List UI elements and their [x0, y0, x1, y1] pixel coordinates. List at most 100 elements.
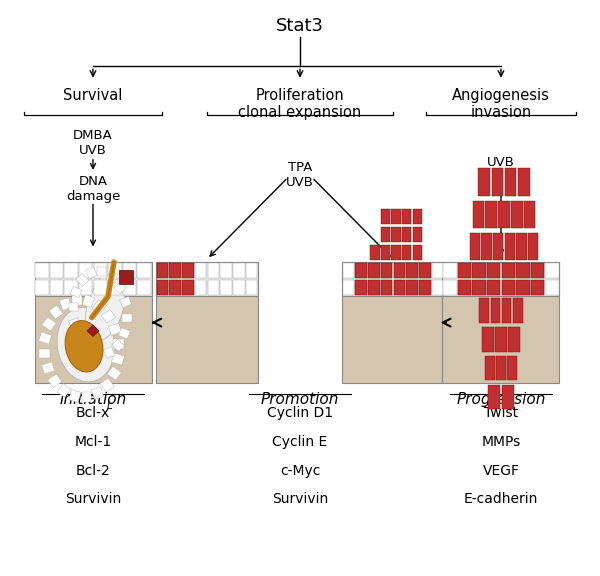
Bar	[100, 378, 114, 392]
Bar	[137, 280, 151, 295]
Bar	[524, 200, 535, 228]
Bar	[487, 280, 500, 295]
Bar	[97, 267, 106, 276]
Bar	[370, 245, 380, 260]
Bar	[394, 263, 405, 278]
Bar	[502, 263, 515, 278]
Bar	[478, 168, 490, 196]
Bar	[91, 387, 104, 400]
Text: Initiation: Initiation	[59, 392, 127, 407]
Bar	[507, 356, 517, 380]
Bar	[391, 227, 401, 242]
Bar	[106, 271, 118, 283]
Bar	[118, 328, 130, 339]
Bar	[47, 374, 62, 388]
Bar	[505, 168, 517, 196]
Bar	[496, 327, 506, 351]
Bar	[381, 263, 392, 278]
Ellipse shape	[57, 307, 115, 382]
Bar	[112, 353, 125, 365]
Bar	[402, 227, 412, 242]
Bar	[94, 263, 107, 278]
Bar	[94, 280, 107, 295]
Bar	[42, 317, 56, 331]
Bar	[40, 348, 50, 358]
Bar	[342, 262, 444, 296]
Bar	[59, 298, 72, 310]
Text: Bcl-2: Bcl-2	[76, 464, 110, 478]
Bar	[101, 309, 116, 323]
Bar	[380, 245, 390, 260]
Bar	[35, 262, 151, 383]
Bar	[394, 280, 405, 295]
Bar	[35, 262, 151, 296]
Bar	[169, 263, 181, 278]
Bar	[380, 227, 390, 242]
Bar	[208, 263, 219, 278]
Bar	[508, 327, 520, 351]
Bar	[502, 385, 514, 409]
Bar	[157, 280, 168, 295]
Bar	[74, 331, 86, 344]
Bar	[402, 209, 412, 224]
Text: c-Myc: c-Myc	[280, 464, 320, 478]
Bar	[35, 263, 49, 278]
Bar	[391, 245, 401, 260]
Bar	[72, 295, 82, 305]
Bar	[432, 263, 443, 278]
Text: Cyclin E: Cyclin E	[272, 435, 328, 449]
Bar	[79, 280, 92, 295]
Bar	[137, 263, 151, 278]
Bar	[76, 274, 89, 286]
Bar	[545, 280, 559, 295]
Bar	[473, 200, 484, 228]
Bar	[402, 245, 412, 260]
Bar	[82, 295, 95, 308]
Bar	[485, 356, 495, 380]
Bar	[481, 233, 491, 260]
Text: Survival: Survival	[64, 88, 122, 103]
Bar	[531, 263, 544, 278]
Bar	[108, 263, 122, 278]
Bar	[182, 263, 194, 278]
Ellipse shape	[67, 321, 102, 370]
Bar	[86, 267, 97, 279]
Bar	[472, 280, 486, 295]
Bar	[49, 305, 63, 319]
Bar	[458, 280, 471, 295]
Bar	[123, 280, 136, 295]
Bar	[122, 314, 132, 323]
Text: MMPs: MMPs	[481, 435, 521, 449]
Bar	[103, 347, 115, 358]
Bar	[406, 263, 418, 278]
Bar	[182, 280, 194, 295]
Bar	[83, 342, 94, 354]
Ellipse shape	[85, 276, 125, 340]
Bar	[82, 392, 91, 402]
Bar	[432, 280, 443, 295]
Bar	[157, 263, 168, 278]
Bar	[220, 263, 232, 278]
Bar	[114, 282, 127, 294]
Text: Angiogenesis
invasion: Angiogenesis invasion	[452, 88, 550, 120]
Bar	[38, 332, 52, 344]
Bar	[195, 263, 206, 278]
Bar	[493, 233, 503, 260]
Bar	[517, 233, 527, 260]
Bar	[70, 286, 82, 298]
Bar	[220, 280, 232, 295]
Text: Survivin: Survivin	[65, 492, 121, 506]
Text: L: L	[107, 401, 113, 411]
Bar	[413, 209, 422, 224]
Bar	[246, 263, 257, 278]
Bar	[50, 263, 63, 278]
Text: Mcl-1: Mcl-1	[74, 435, 112, 449]
Bar	[107, 366, 121, 380]
Bar	[343, 263, 354, 278]
Text: DNA
damage: DNA damage	[66, 175, 120, 203]
Bar	[68, 390, 81, 403]
Bar	[123, 263, 136, 278]
Bar	[443, 263, 457, 278]
Bar	[92, 300, 106, 314]
Bar	[50, 280, 63, 295]
